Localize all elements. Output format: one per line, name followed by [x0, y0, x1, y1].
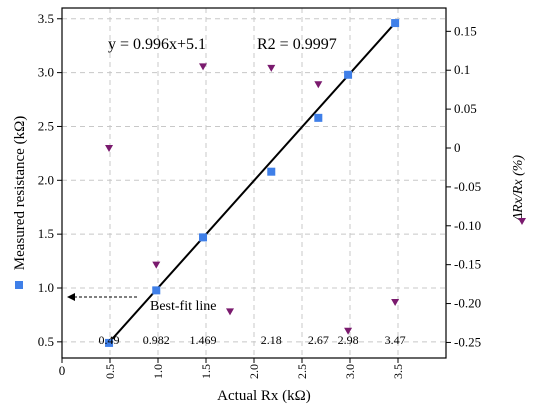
error-point: [105, 145, 114, 152]
legend-square-marker: [15, 281, 23, 289]
y-right-tick-label: -0.25: [454, 334, 481, 349]
y-left-tick-label: 3.5: [38, 11, 54, 26]
y-right-tick-label: 0.1: [454, 62, 470, 77]
y-right-tick-label: 0.05: [454, 101, 477, 116]
x-tick-label: 0: [59, 363, 66, 378]
data-label: 2.98: [338, 333, 359, 347]
error-point: [344, 327, 353, 335]
labels: 0.49 0.982 1.469 2.18 2.67 2.98 3.47 y = 0.996x…: [67, 36, 406, 347]
y-right-tick-label: -0.15: [454, 257, 481, 272]
y-left-tick-label: 2.5: [38, 118, 54, 133]
measured-point: [105, 338, 114, 347]
error-point: [152, 261, 161, 269]
y-left-tick-label: 1.0: [38, 280, 54, 295]
y-right-tick-label: -0.05: [454, 179, 481, 194]
x-tick-label: 1.5: [199, 364, 213, 379]
x-tick-label: 3.5: [391, 364, 405, 379]
equation-annotation: y = 0.996x+5.1: [108, 36, 206, 53]
y-left-tick-label: 0.5: [38, 334, 54, 349]
y-left-tick-label: 1.5: [38, 226, 54, 241]
grid: [62, 8, 446, 358]
axes: 0 0.5 1.0 1.5 2.0 2.5 3.0 3.5 0.5 1.0 1.5 2.0 2.5 3.0…: [12, 7, 526, 404]
y-right-tick-label: -0.20: [454, 296, 481, 311]
data-marks: [105, 19, 400, 347]
r-squared-annotation: R2 = 0.9997: [257, 36, 337, 53]
data-label: 0.49: [99, 333, 120, 347]
error-point: [267, 64, 276, 72]
legend-triangle-marker: [518, 218, 526, 225]
x-tick-label: 3.0: [343, 364, 357, 379]
y-right-tick-label: 0.15: [454, 23, 477, 38]
x-tick-label: 1.0: [151, 364, 165, 379]
data-label: 0.982: [143, 333, 170, 347]
error-point: [226, 308, 234, 316]
y-left-tick-label: 2.0: [38, 172, 54, 187]
data-label: 1.469: [190, 333, 217, 347]
y-right-tick-label: 0: [454, 140, 461, 155]
measured-point: [391, 19, 400, 28]
error-point: [314, 81, 323, 89]
y-right-axis-label: ΔRx/Rx (%): [511, 155, 526, 222]
measured-point: [152, 286, 161, 295]
x-axis-label: Actual Rx (kΩ): [217, 388, 311, 404]
data-label: 2.67: [308, 333, 329, 347]
best-fit-label: Best-fit line: [150, 299, 217, 314]
error-point: [199, 63, 208, 71]
data-label: 3.47: [385, 333, 406, 347]
measured-point: [199, 233, 208, 242]
x-tick-label: 2.5: [295, 364, 309, 379]
data-label: 2.18: [261, 333, 282, 347]
y-left-axis-label: Measured resistance (kΩ): [12, 116, 28, 270]
best-fit-layer: [108, 22, 396, 344]
measured-point: [314, 113, 323, 122]
measured-point: [344, 70, 353, 79]
x-tick-label: 2.0: [247, 364, 261, 379]
error-point: [391, 299, 400, 306]
x-tick-label: 0.5: [103, 364, 117, 379]
best-fit-line: [108, 22, 396, 344]
y-right-tick-label: -0.10: [454, 218, 481, 233]
measured-point: [267, 167, 276, 176]
y-left-tick-label: 3.0: [38, 65, 54, 80]
